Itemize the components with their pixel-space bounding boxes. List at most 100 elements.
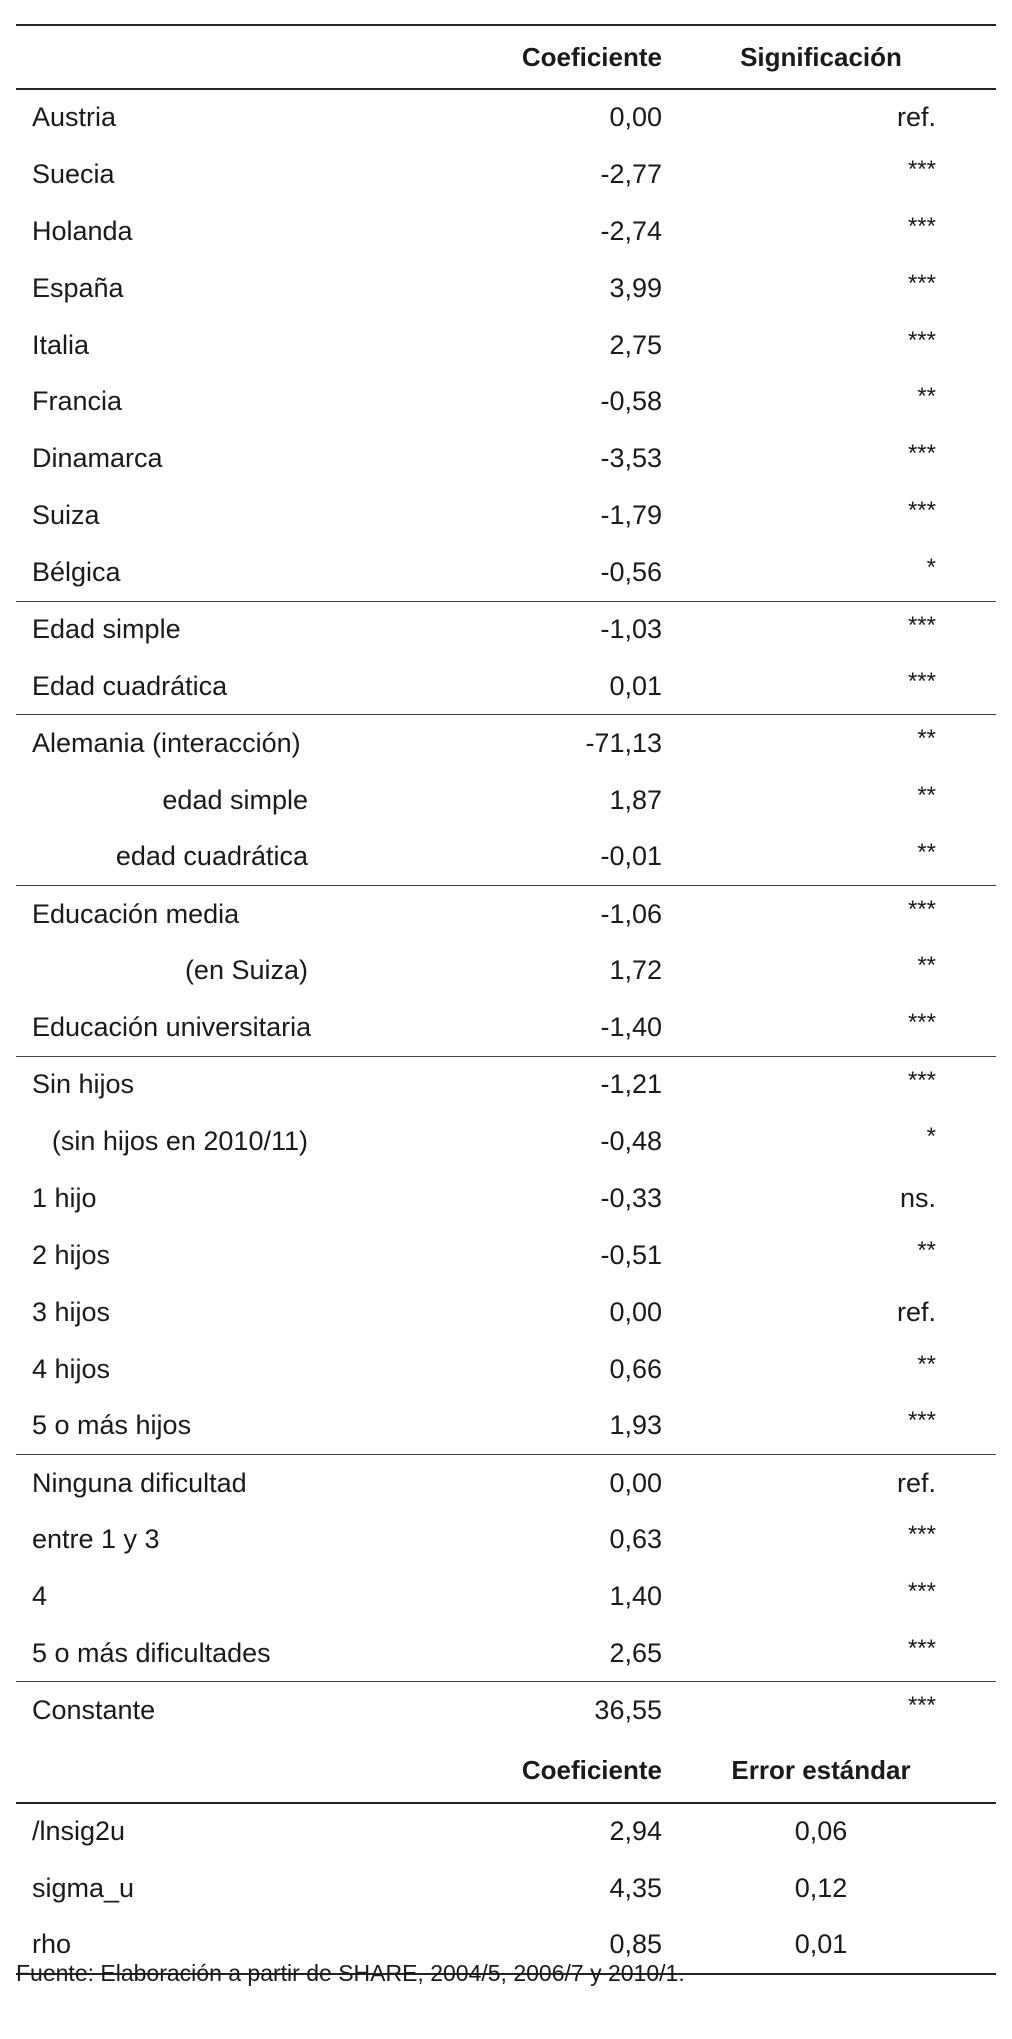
coefficient-value: -0,56	[600, 556, 662, 587]
table-row: España 3,99 ***	[16, 260, 996, 317]
table-row: Educación universitaria -1,40 ***	[16, 999, 996, 1056]
significance-value: ***	[907, 497, 936, 525]
significance-value: ref.	[896, 1296, 936, 1327]
coefficient-value: -0,51	[600, 1239, 662, 1270]
table-row: Edad cuadrática 0,01 ***	[16, 658, 996, 715]
coefficient-value: 0,01	[609, 670, 662, 701]
coefficient-cell: -1,40	[422, 999, 662, 1056]
coefficient-value: -3,53	[600, 443, 662, 474]
table-row: Bélgica -0,56 *	[16, 544, 996, 601]
significance-value: ***	[907, 1692, 936, 1720]
coefficient-cell: 1,72	[422, 942, 662, 999]
significance-value: ns.	[899, 1182, 936, 1213]
table-row: 4 hijos 0,66 **	[16, 1341, 996, 1398]
table-row: Suiza -1,79 ***	[16, 487, 996, 544]
variance-header-std-error: Error estándar	[731, 1754, 911, 1785]
coefficient-value: 0,00	[609, 1467, 662, 1498]
table-row: Constante 36,55 ***	[16, 1681, 996, 1739]
row-label: 5 o más dificultades	[32, 1637, 271, 1668]
variance-section: Coeficiente Error estándar	[16, 1739, 996, 1803]
coefficient-cell: 2,94	[422, 1803, 662, 1860]
table-row: 5 o más hijos 1,93 ***	[16, 1397, 996, 1454]
table-row: entre 1 y 3 0,63 ***	[16, 1511, 996, 1568]
significance-value: **	[917, 838, 936, 866]
row-label: rho	[32, 1929, 72, 1960]
coefficient-value: 2,94	[609, 1816, 662, 1847]
significance-value: **	[917, 1236, 936, 1264]
coefficient-value: -1,79	[600, 500, 662, 531]
row-sublabel: (sin hijos en 2010/11)	[51, 1125, 308, 1156]
row-label: Holanda	[32, 215, 133, 246]
significance-value: ***	[907, 440, 936, 468]
regression-table: Coeficiente Significación Austria 0,00 ref…	[16, 24, 996, 1975]
row-label: 4	[32, 1581, 48, 1612]
header-significance: Significación	[740, 41, 902, 72]
table-row: 2 hijos -0,51 **	[16, 1227, 996, 1284]
coefficient-cell: 2,75	[422, 317, 662, 374]
row-label: 1 hijo	[32, 1182, 97, 1213]
significance-value: ref.	[896, 102, 936, 133]
coefficient-cell: 0,00	[422, 89, 662, 146]
coefficient-cell: -1,21	[422, 1056, 662, 1113]
coefficient-cell: -0,56	[422, 544, 662, 601]
coefficient-value: 0,85	[609, 1929, 662, 1960]
significance-value: ***	[907, 155, 936, 183]
coefficient-cell: -0,51	[422, 1227, 662, 1284]
std-error-value: 0,12	[794, 1872, 848, 1903]
coefficient-cell: -0,48	[422, 1113, 662, 1170]
coefficient-cell: 0,00	[422, 1454, 662, 1511]
coefficient-cell: -2,74	[422, 203, 662, 260]
coefficient-cell: 4,35	[422, 1860, 662, 1917]
significance-value: ***	[907, 1066, 936, 1094]
coefficient-value: 1,40	[609, 1581, 662, 1612]
source-note: Fuente: Elaboración a partir de SHARE, 2…	[16, 1960, 685, 1986]
coefficients-header-row: Coeficiente Significación	[16, 25, 996, 89]
row-label: 2 hijos	[32, 1239, 111, 1270]
coefficient-value: -2,77	[600, 158, 662, 189]
variance-header-coefficient-text: Coeficiente	[521, 1754, 662, 1785]
significance-value: **	[917, 781, 936, 809]
table-row: edad simple 1,87 **	[16, 772, 996, 829]
row-label: entre 1 y 3	[32, 1524, 160, 1555]
coefficient-value: 1,72	[609, 955, 662, 986]
header-label-cell	[16, 25, 422, 89]
coefficient-value: -1,21	[600, 1069, 662, 1100]
row-label: Educación media	[32, 898, 240, 929]
coefficient-value: -1,40	[600, 1011, 662, 1042]
table-row: Sin hijos -1,21 ***	[16, 1056, 996, 1113]
row-label: Francia	[32, 386, 123, 417]
variance-body: /lnsig2u 2,94 0,06 sigma_u 4,35 0,12 rho 0,85 0,…	[16, 1803, 996, 1974]
coefficient-value: 2,65	[609, 1637, 662, 1668]
coefficient-value: 36,55	[594, 1695, 662, 1726]
row-sublabel: (en Suiza)	[184, 955, 308, 986]
table-row: 1 hijo -0,33 ns.	[16, 1170, 996, 1227]
table-row: 5 o más dificultades 2,65 ***	[16, 1625, 996, 1682]
table-row: /lnsig2u 2,94 0,06	[16, 1803, 996, 1860]
std-error-value: 0,01	[794, 1929, 848, 1960]
row-label: Sin hijos	[32, 1069, 135, 1100]
coefficient-value: 0,00	[609, 1296, 662, 1327]
row-label: Alemania (interacción)	[32, 727, 301, 758]
significance-value: ***	[907, 1578, 936, 1606]
significance-value: ***	[907, 212, 936, 240]
row-label: Austria	[32, 102, 117, 133]
header-coefficient-text: Coeficiente	[521, 41, 662, 72]
coefficient-cell: 1,87	[422, 772, 662, 829]
row-label: Dinamarca	[32, 443, 163, 474]
table-row: Italia 2,75 ***	[16, 317, 996, 374]
table-row: Alemania (interacción) -71,13 **	[16, 714, 996, 772]
row-label: 4 hijos	[32, 1353, 111, 1384]
row-label: 5 o más hijos	[32, 1410, 192, 1441]
row-sublabel: edad simple	[162, 784, 308, 815]
row-label: Ninguna dificultad	[32, 1467, 247, 1498]
row-label: sigma_u	[32, 1872, 135, 1903]
variance-header-row: Coeficiente Error estándar	[16, 1739, 996, 1803]
coefficient-value: -1,06	[600, 898, 662, 929]
row-label: Edad simple	[32, 614, 181, 645]
significance-value: ***	[907, 1635, 936, 1663]
table-row: 4 1,40 ***	[16, 1568, 996, 1625]
significance-value: **	[917, 725, 936, 753]
significance-value: ***	[907, 895, 936, 923]
significance-value: ref.	[896, 1467, 936, 1498]
table-row: sigma_u 4,35 0,12	[16, 1860, 996, 1917]
